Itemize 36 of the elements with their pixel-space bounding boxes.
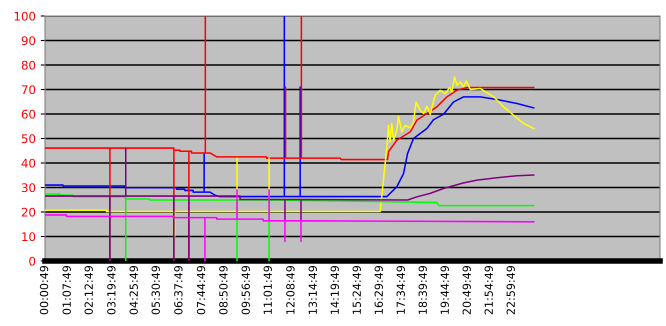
line-series — [45, 16, 534, 198]
x-tick-label: 19:44:49 — [440, 266, 449, 314]
x-tick-label: 07:44:49 — [196, 266, 206, 314]
x-tick-label: 02:12:49 — [84, 266, 93, 314]
line-series — [45, 148, 534, 261]
x-tick-label: 12:08:49 — [286, 266, 295, 314]
y-tick-label: 20 — [22, 208, 36, 217]
x-tick-label: 01:07:49 — [62, 266, 71, 314]
y-tick-label: 70 — [22, 85, 36, 94]
y-tick-label: 100 — [14, 12, 36, 21]
y-tick-label: 50 — [22, 134, 36, 144]
x-tick-label: 16:29:49 — [374, 266, 383, 314]
x-tick-label: 05:30:49 — [152, 266, 160, 314]
x-tick-label: 03:19:49 — [107, 266, 116, 314]
y-tick-label: 0 — [29, 256, 36, 266]
x-tick-label: 04:25:49 — [130, 266, 138, 314]
x-tick-label: 15:24:49 — [352, 266, 361, 314]
y-tick-label: 40 — [22, 158, 36, 168]
y-tick-label: 60 — [22, 110, 36, 119]
y-tick-label: 30 — [22, 183, 36, 192]
x-tick-label: 17:34:49 — [396, 266, 405, 314]
line-series — [45, 76, 534, 238]
x-tick-label: 22:59:49 — [506, 266, 515, 314]
x-tick-label: 08:50:49 — [219, 266, 228, 314]
y-tick-label: 10 — [22, 232, 36, 242]
y-tick-label: 80 — [22, 60, 36, 70]
y-tick-label: 90 — [22, 36, 36, 46]
x-tick-label: 13:14:49 — [308, 266, 317, 314]
x-tick-label: 18:39:49 — [418, 266, 427, 314]
x-tick-label: 06:37:49 — [174, 266, 183, 314]
x-tick-label: 00:00:49 — [40, 266, 48, 314]
x-tick-label: 09:56:49 — [242, 266, 250, 314]
x-tick-label: 14:19:49 — [330, 266, 339, 314]
x-tick-label: 11:01:49 — [264, 266, 272, 314]
x-tick-label: 21:54:49 — [484, 266, 493, 314]
x-tick-label: 20:49:49 — [462, 266, 471, 314]
